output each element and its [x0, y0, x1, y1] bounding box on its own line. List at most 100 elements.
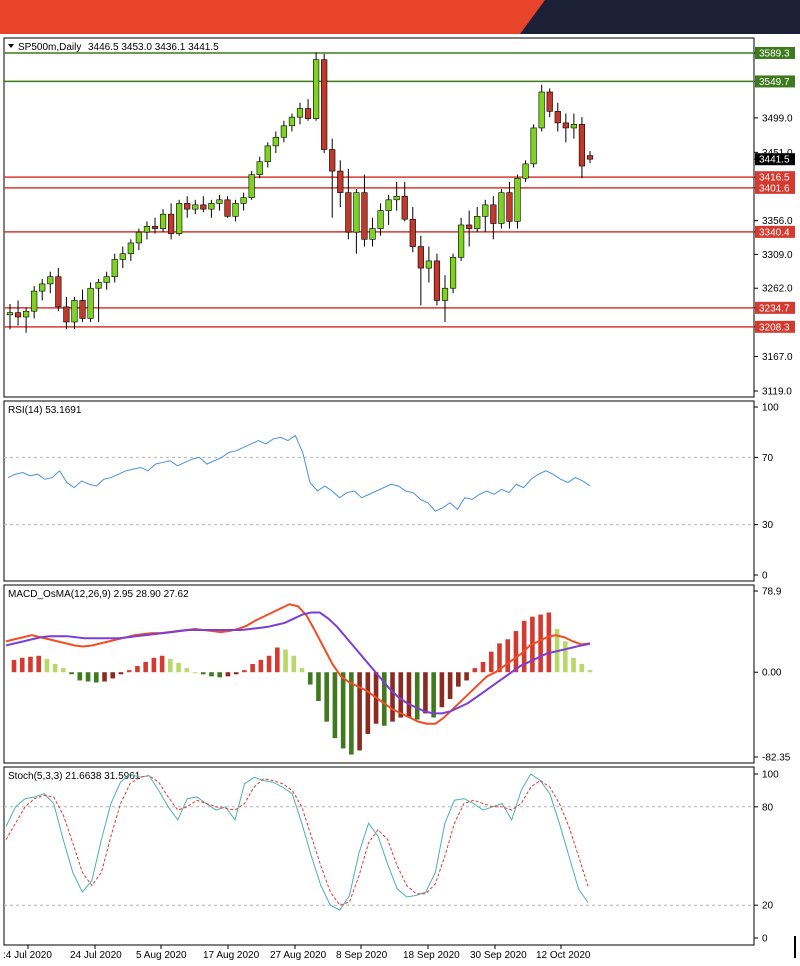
- indicator-tick-label: 30: [762, 520, 774, 531]
- macd-histogram-bar: [110, 672, 116, 679]
- indicator-tick-label: 0: [762, 571, 768, 582]
- macd-histogram-bar: [217, 672, 223, 678]
- candle-body: [313, 59, 320, 119]
- candle-body: [578, 124, 586, 167]
- indicator-title-1: RSI(14) 53.1691: [8, 405, 82, 416]
- collapse-triangle-icon[interactable]: [8, 44, 14, 48]
- macd-histogram-bar: [316, 672, 321, 702]
- macd-histogram-bar: [571, 657, 576, 673]
- macd-histogram-bar: [28, 656, 33, 673]
- macd-histogram-bar: [324, 672, 329, 722]
- candle-body: [393, 195, 400, 201]
- candle-body: [280, 125, 287, 138]
- pane-4-frame: [3, 766, 755, 946]
- candle-body: [530, 127, 537, 165]
- price-level-tag: [755, 181, 795, 194]
- candle-body: [377, 210, 384, 229]
- candle-body: [321, 59, 328, 150]
- candle-body: [176, 203, 183, 234]
- macd-histogram-bar: [538, 614, 543, 673]
- price-tick-label: 3499.0: [762, 113, 793, 124]
- candle-body: [562, 122, 569, 129]
- macd-histogram-bar: [472, 668, 478, 673]
- candle-body: [135, 231, 142, 244]
- candle-body: [216, 199, 223, 204]
- macd-histogram-bar: [563, 641, 568, 673]
- candle-body: [224, 199, 231, 217]
- indicator-tick-label: 0: [762, 934, 768, 945]
- price-level-tag: [755, 46, 795, 59]
- pane-3-frame: [3, 584, 755, 764]
- ohlc-readout: 3446.5 3453.0 3436.1 3441.5: [88, 42, 219, 53]
- macd-histogram-bar: [349, 672, 354, 755]
- candle-body: [369, 228, 376, 240]
- candle-body: [570, 124, 577, 129]
- candle-body: [127, 242, 134, 255]
- macd-histogram-bar: [365, 672, 371, 734]
- macd-histogram-bar: [283, 649, 288, 673]
- price-level-tag: [755, 225, 795, 238]
- time-axis-label: 12 Oct 2020: [536, 950, 591, 961]
- candle-body: [256, 161, 263, 175]
- macd-histogram-bar: [184, 668, 190, 673]
- macd-histogram-bar: [69, 672, 74, 675]
- macd-histogram-bar: [505, 639, 511, 673]
- macd-histogram-bar: [480, 661, 486, 673]
- price-tick-label: 3416.5: [759, 173, 790, 184]
- candle-body: [39, 283, 46, 292]
- candle-body: [79, 300, 86, 319]
- time-axis-label: :4 Jul 2020: [3, 950, 52, 961]
- candle-body: [192, 204, 199, 210]
- indicator-tick-label: 0.00: [762, 668, 782, 679]
- candle-body: [506, 192, 513, 222]
- candle-body: [401, 195, 408, 220]
- macd-histogram-bar: [497, 643, 502, 673]
- candle-body: [441, 287, 449, 301]
- candle-body: [304, 108, 312, 119]
- candle-body: [409, 218, 416, 247]
- candle-body: [111, 259, 118, 278]
- macd-histogram-bar: [357, 672, 362, 751]
- candle-body: [31, 290, 38, 312]
- macd-histogram-bar: [266, 655, 272, 673]
- price-tick-label: 3340.4: [759, 227, 790, 238]
- macd-histogram-bar: [36, 655, 41, 673]
- price-tick-label: 3167.0: [762, 352, 793, 363]
- price-pane-title: SP500m,Daily: [18, 42, 81, 53]
- macd-histogram-bar: [200, 672, 206, 675]
- macd-histogram-bar: [431, 672, 436, 718]
- indicator-tick-label: -82.35: [762, 753, 791, 764]
- price-tick-label: 3589.3: [759, 48, 790, 59]
- indicator-tick-label: 70: [762, 453, 774, 464]
- candle-body: [329, 149, 336, 172]
- candle-body: [168, 213, 175, 234]
- macd-histogram-bar: [390, 672, 395, 722]
- time-axis-label: 17 Aug 2020: [203, 950, 260, 961]
- candle-body: [554, 111, 561, 124]
- macd-histogram-bar: [52, 663, 58, 673]
- price-tick-label: 3401.6: [759, 183, 790, 194]
- price-level-tag: [755, 171, 795, 184]
- candle-body: [288, 116, 296, 127]
- indicator-tick-label: 20: [762, 901, 774, 912]
- candle-body: [184, 203, 191, 210]
- candle-body: [466, 224, 473, 229]
- candle-body: [143, 226, 151, 233]
- price-level-tag: [755, 75, 795, 88]
- candle-body: [47, 276, 54, 285]
- candle-body: [546, 91, 553, 112]
- candle-body: [474, 216, 481, 229]
- macd-histogram-bar: [275, 647, 280, 673]
- candle-body: [337, 170, 344, 193]
- candle-body: [425, 260, 432, 269]
- macd-histogram-bar: [250, 663, 255, 673]
- indicator-title-2: MACD_OsMA(12,26,9) 2.95 28.90 27.62: [8, 589, 189, 600]
- candle-body: [200, 204, 207, 210]
- candle-body: [353, 192, 360, 233]
- candle-body: [6, 312, 14, 316]
- macd-histogram-bar: [77, 672, 83, 681]
- macd-histogram-bar: [176, 662, 181, 673]
- time-axis-label: 8 Sep 2020: [336, 950, 388, 961]
- price-tick-label: 3549.7: [759, 77, 790, 88]
